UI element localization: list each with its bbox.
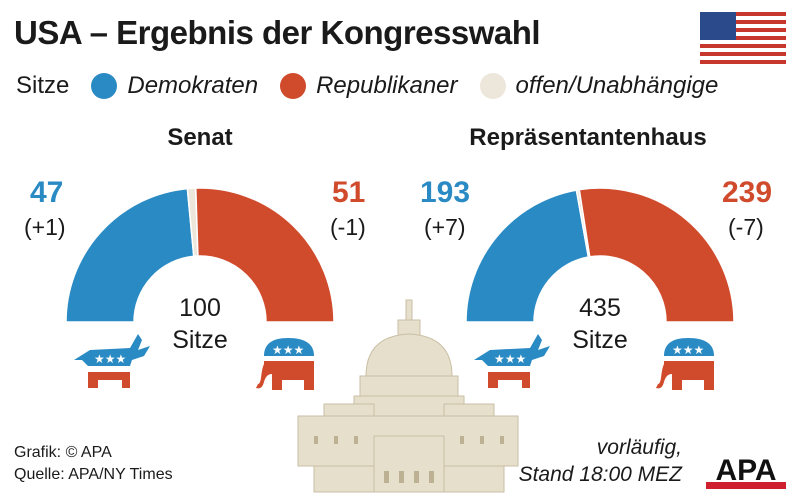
senate-total-number: 100 xyxy=(179,294,221,322)
segment-demokraten xyxy=(465,189,590,323)
house-chart xyxy=(465,187,735,323)
legend-swatch-dem xyxy=(91,73,118,99)
us-flag-icon xyxy=(700,12,786,64)
senate-total-label: Sitze xyxy=(172,326,228,354)
legend-swatch-open xyxy=(479,73,506,99)
donkey-icon xyxy=(74,334,150,388)
legend-item-open: offen/Unabhängige xyxy=(515,72,719,99)
credit: Grafik: © APA xyxy=(14,444,112,461)
segment-republikaner xyxy=(195,187,335,323)
house-rep-seats: 239 xyxy=(722,176,773,209)
status-note: vorläufig, Stand 18:00 MEZ xyxy=(519,434,682,488)
senate-total: 100 Sitze xyxy=(140,292,260,356)
capitol-building-icon xyxy=(297,299,519,493)
senate-rep-seats: 51 xyxy=(332,176,366,209)
apa-logo: APA xyxy=(706,454,786,489)
senate-title: Senat xyxy=(167,124,233,151)
house-title: Repräsentantenhaus xyxy=(469,124,707,151)
house-total: 435 Sitze xyxy=(540,292,660,356)
senate-dem-change: (+1) xyxy=(24,214,66,240)
segment-republikaner xyxy=(578,187,735,323)
source: Quelle: APA/NY Times xyxy=(14,466,173,483)
legend: Sitze Demokraten Republikaner offen/Unab… xyxy=(16,72,718,100)
svg-text:APA: APA xyxy=(715,454,776,487)
senate-chart xyxy=(65,187,335,323)
house-dem-seats: 193 xyxy=(420,176,471,209)
house-total-label: Sitze xyxy=(572,326,628,354)
senate-rep-change: (-1) xyxy=(330,214,366,240)
legend-label: Sitze xyxy=(16,72,70,99)
house-dem-change: (+7) xyxy=(424,214,466,240)
legend-item-rep: Republikaner xyxy=(316,72,458,99)
note-line-2: Stand 18:00 MEZ xyxy=(518,463,682,486)
senate-dem-seats: 47 xyxy=(30,176,64,209)
note-line-1: vorläufig, xyxy=(596,436,682,459)
house-total-number: 435 xyxy=(579,294,621,322)
page-title: USA – Ergebnis der Kongresswahl xyxy=(14,14,541,51)
elephant-icon xyxy=(656,338,714,390)
footer-credits: Grafik: © APA Quelle: APA/NY Times xyxy=(14,442,173,486)
house-rep-change: (-7) xyxy=(728,214,764,240)
legend-swatch-rep xyxy=(280,73,307,99)
legend-item-dem: Demokraten xyxy=(127,72,259,99)
segment-demokraten xyxy=(65,187,195,323)
